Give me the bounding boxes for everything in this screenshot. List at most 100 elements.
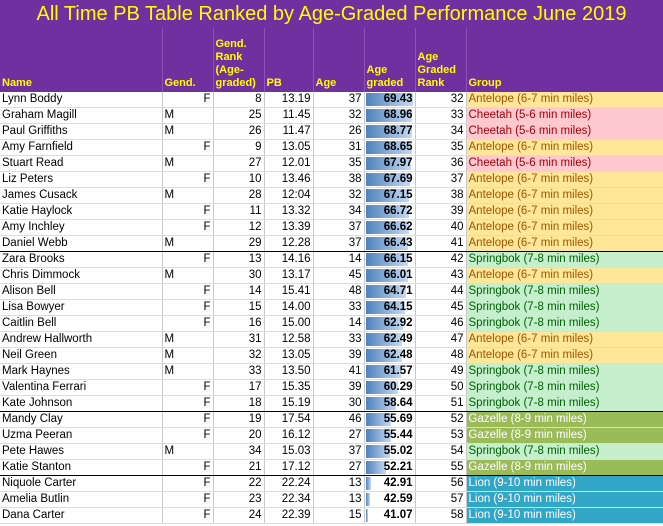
cell-pb[interactable]: 13.46 xyxy=(264,171,314,188)
cell-age[interactable]: 37 xyxy=(313,219,365,236)
cell-age[interactable]: 31 xyxy=(313,139,365,156)
cell-age-graded-rank[interactable]: 37 xyxy=(415,171,467,188)
cell-age[interactable]: 32 xyxy=(313,187,365,204)
cell-age[interactable]: 14 xyxy=(313,251,365,268)
cell-name[interactable]: Amy Inchley xyxy=(0,219,163,236)
cell-name[interactable]: Daniel Webb xyxy=(0,235,163,252)
cell-name[interactable]: Alison Bell xyxy=(0,283,163,300)
cell-age-graded-rank[interactable]: 36 xyxy=(415,155,467,172)
cell-age[interactable]: 32 xyxy=(313,107,365,124)
cell-age-graded[interactable]: 68.77 xyxy=(364,123,416,140)
cell-gender[interactable]: F xyxy=(162,507,214,524)
cell-pb[interactable]: 17.54 xyxy=(264,411,314,428)
header-pb[interactable]: PB xyxy=(264,28,314,92)
cell-gender-rank[interactable]: 20 xyxy=(213,427,265,444)
cell-age-graded[interactable]: 66.15 xyxy=(364,251,416,268)
header-age-graded[interactable]: Age graded xyxy=(364,28,416,92)
cell-age-graded[interactable]: 55.44 xyxy=(364,427,416,444)
cell-gender-rank[interactable]: 17 xyxy=(213,379,265,396)
cell-age[interactable]: 48 xyxy=(313,283,365,300)
cell-age[interactable]: 13 xyxy=(313,475,365,492)
cell-age-graded-rank[interactable]: 47 xyxy=(415,331,467,348)
cell-name[interactable]: Niquole Carter xyxy=(0,475,163,492)
cell-pb[interactable]: 13.05 xyxy=(264,139,314,156)
cell-age-graded-rank[interactable]: 51 xyxy=(415,395,467,412)
cell-pb[interactable]: 13.39 xyxy=(264,219,314,236)
cell-pb[interactable]: 14.16 xyxy=(264,251,314,268)
cell-gender[interactable]: F xyxy=(162,411,214,428)
cell-age-graded-rank[interactable]: 44 xyxy=(415,283,467,300)
cell-age-graded[interactable]: 62.48 xyxy=(364,347,416,364)
cell-age-graded[interactable]: 55.02 xyxy=(364,443,416,460)
cell-group[interactable]: Lion (9-10 min miles) xyxy=(466,475,663,492)
cell-group[interactable]: Springbok (7-8 min miles) xyxy=(466,363,663,380)
cell-gender[interactable]: F xyxy=(162,219,214,236)
cell-gender[interactable]: M xyxy=(162,347,214,364)
cell-gender[interactable]: F xyxy=(162,139,214,156)
cell-group[interactable]: Springbok (7-8 min miles) xyxy=(466,251,663,268)
cell-group[interactable]: Antelope (6-7 min miles) xyxy=(466,331,663,348)
cell-age-graded-rank[interactable]: 53 xyxy=(415,427,467,444)
cell-group[interactable]: Gazelle (8-9 min miles) xyxy=(466,459,663,476)
cell-age[interactable]: 35 xyxy=(313,155,365,172)
cell-gender-rank[interactable]: 30 xyxy=(213,267,265,284)
cell-gender[interactable]: F xyxy=(162,203,214,220)
cell-age-graded-rank[interactable]: 57 xyxy=(415,491,467,508)
cell-age-graded[interactable]: 66.62 xyxy=(364,219,416,236)
cell-age-graded[interactable]: 67.69 xyxy=(364,171,416,188)
cell-gender[interactable]: F xyxy=(162,315,214,332)
cell-age-graded[interactable]: 66.72 xyxy=(364,203,416,220)
cell-age[interactable]: 39 xyxy=(313,379,365,396)
cell-gender-rank[interactable]: 10 xyxy=(213,171,265,188)
cell-gender[interactable]: F xyxy=(162,491,214,508)
header-group[interactable]: Group xyxy=(466,28,663,92)
cell-group[interactable]: Springbok (7-8 min miles) xyxy=(466,315,663,332)
cell-age-graded[interactable]: 42.91 xyxy=(364,475,416,492)
cell-name[interactable]: Mark Haynes xyxy=(0,363,163,380)
cell-group[interactable]: Antelope (6-7 min miles) xyxy=(466,267,663,284)
cell-age-graded-rank[interactable]: 48 xyxy=(415,347,467,364)
cell-group[interactable]: Springbok (7-8 min miles) xyxy=(466,395,663,412)
cell-age[interactable]: 15 xyxy=(313,507,365,524)
cell-gender[interactable]: M xyxy=(162,443,214,460)
cell-pb[interactable]: 17.12 xyxy=(264,459,314,476)
cell-age-graded[interactable]: 58.64 xyxy=(364,395,416,412)
cell-pb[interactable]: 15.41 xyxy=(264,283,314,300)
cell-age-graded-rank[interactable]: 35 xyxy=(415,139,467,156)
cell-gender-rank[interactable]: 16 xyxy=(213,315,265,332)
cell-gender[interactable]: M xyxy=(162,155,214,172)
cell-pb[interactable]: 11.45 xyxy=(264,107,314,124)
header-gender-rank[interactable]: Gend. Rank (Age-graded) xyxy=(213,28,265,92)
cell-name[interactable]: Katie Haylock xyxy=(0,203,163,220)
cell-name[interactable]: Amelia Butlin xyxy=(0,491,163,508)
cell-name[interactable]: Valentina Ferrari xyxy=(0,379,163,396)
cell-age[interactable]: 38 xyxy=(313,171,365,188)
cell-age[interactable]: 26 xyxy=(313,123,365,140)
cell-gender[interactable]: F xyxy=(162,395,214,412)
cell-name[interactable]: Andrew Hallworth xyxy=(0,331,163,348)
cell-name[interactable]: Paul Griffiths xyxy=(0,123,163,140)
cell-gender-rank[interactable]: 32 xyxy=(213,347,265,364)
cell-gender-rank[interactable]: 15 xyxy=(213,299,265,316)
cell-age-graded-rank[interactable]: 52 xyxy=(415,411,467,428)
cell-pb[interactable]: 13.50 xyxy=(264,363,314,380)
cell-pb[interactable]: 13.17 xyxy=(264,267,314,284)
cell-age-graded[interactable]: 68.65 xyxy=(364,139,416,156)
cell-pb[interactable]: 15.19 xyxy=(264,395,314,412)
cell-gender-rank[interactable]: 34 xyxy=(213,443,265,460)
cell-gender[interactable]: F xyxy=(162,475,214,492)
cell-gender[interactable]: F xyxy=(162,171,214,188)
cell-age-graded-rank[interactable]: 55 xyxy=(415,459,467,476)
cell-name[interactable]: Pete Hawes xyxy=(0,443,163,460)
cell-age-graded[interactable]: 64.71 xyxy=(364,283,416,300)
cell-age[interactable]: 39 xyxy=(313,347,365,364)
cell-gender-rank[interactable]: 28 xyxy=(213,187,265,204)
cell-pb[interactable]: 12:04 xyxy=(264,187,314,204)
cell-pb[interactable]: 13.32 xyxy=(264,203,314,220)
cell-gender[interactable]: M xyxy=(162,187,214,204)
cell-age[interactable]: 37 xyxy=(313,92,365,108)
cell-group[interactable]: Antelope (6-7 min miles) xyxy=(466,139,663,156)
cell-age-graded-rank[interactable]: 38 xyxy=(415,187,467,204)
cell-group[interactable]: Cheetah (5-6 min miles) xyxy=(466,155,663,172)
cell-age[interactable]: 27 xyxy=(313,427,365,444)
